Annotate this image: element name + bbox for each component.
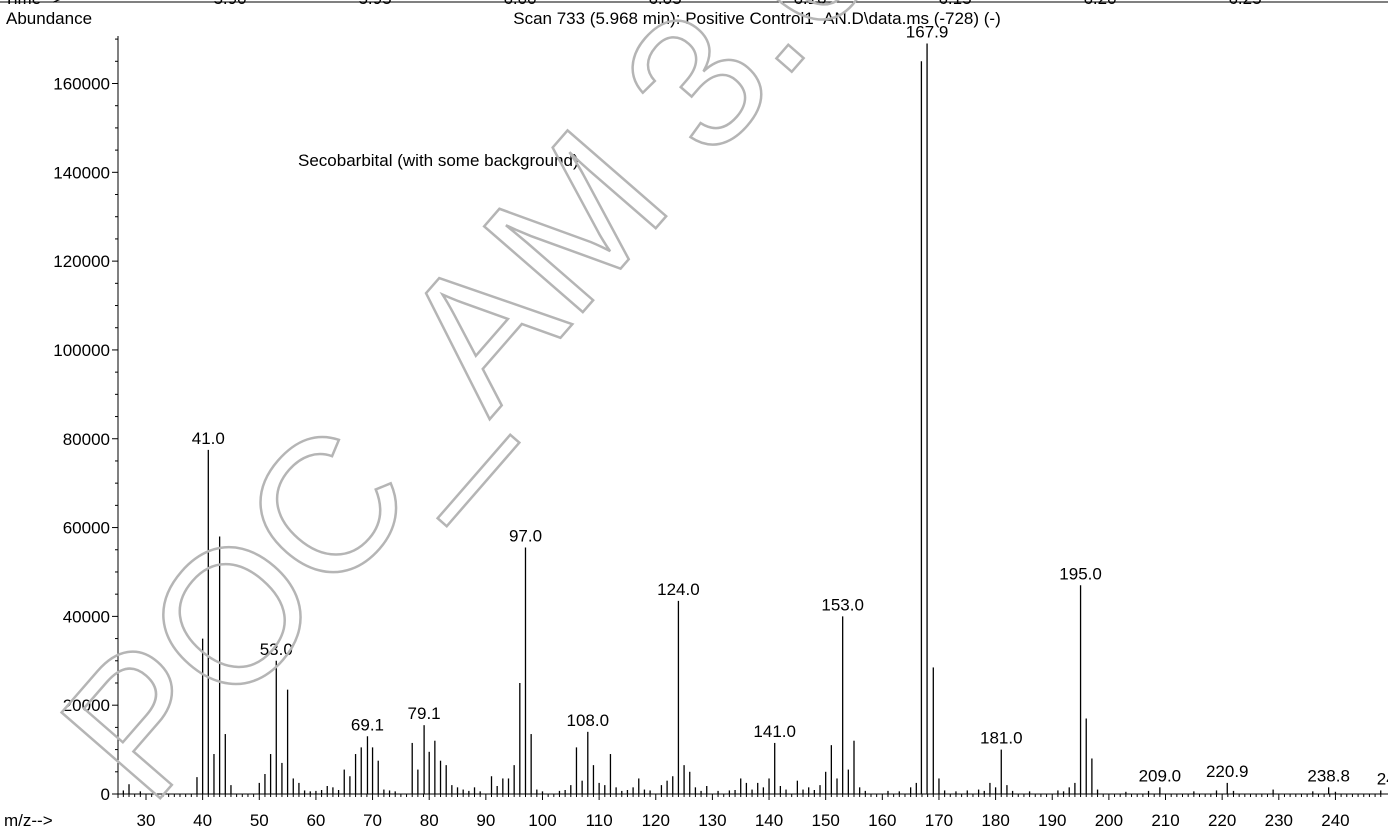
x-tick-label: 200	[1095, 811, 1123, 830]
x-tick-label: 30	[137, 811, 156, 830]
peak-label: 108.0	[567, 711, 610, 730]
x-tick-label: 70	[363, 811, 382, 830]
y-tick-label: 20000	[63, 696, 110, 715]
y-tick-label: 120000	[53, 252, 110, 271]
x-tick-label: 110	[586, 811, 613, 830]
peak-label: 79.1	[408, 704, 441, 723]
time-tick-label: 6.20	[1083, 0, 1116, 8]
x-tick-label: 220	[1208, 811, 1236, 830]
peak-label: 153.0	[821, 595, 864, 614]
x-axis-label: m/z-->	[4, 811, 53, 830]
x-tick-label: 180	[981, 811, 1009, 830]
peak-label: 41.0	[192, 429, 225, 448]
peak-label: 248	[1377, 769, 1388, 788]
peak-label: 167.9	[906, 23, 949, 42]
y-tick-label: 60000	[63, 519, 110, 538]
time-tick-label: 6.05	[648, 0, 681, 8]
time-tick-label: 5.95	[358, 0, 391, 8]
peak-labels: 41.0 53.0 69.1 79.1 97.0 108.0 124.0 141.0 153.0…	[192, 23, 1388, 789]
x-tick-label: 90	[476, 811, 495, 830]
x-tick-label: 140	[755, 811, 783, 830]
time-tick-label: 6.25	[1228, 0, 1261, 8]
peak-label: 97.0	[509, 527, 542, 546]
peak-label: 238.8	[1307, 766, 1350, 785]
x-tick-label: 240	[1321, 811, 1349, 830]
x-tick-label: 50	[250, 811, 269, 830]
y-tick-label: 80000	[63, 430, 110, 449]
y-tick-label: 140000	[53, 163, 110, 182]
compound-annotation: Secobarbital (with some background)	[298, 151, 579, 170]
peak-label: 181.0	[980, 729, 1023, 748]
y-axis-ticks: 0 20000 40000 60000 80000 100000 120000 140000 1…	[53, 38, 118, 804]
y-tick-label: 160000	[53, 75, 110, 94]
peak-bars	[122, 43, 1382, 794]
y-tick-label: 100000	[53, 341, 110, 360]
peak-label: 220.9	[1206, 762, 1249, 781]
time-tick-label: 6.10	[793, 0, 826, 8]
time-axis-label: Time-->	[4, 0, 62, 8]
peak-label: 141.0	[753, 722, 796, 741]
time-axis-strip: Time-->	[4, 0, 62, 8]
time-axis-ticks: 5.90 5.95 6.00 6.05 6.10 6.15 6.20 6.25	[0, 0, 1388, 8]
x-tick-label: 100	[528, 811, 556, 830]
x-tick-label: 230	[1265, 811, 1293, 830]
y-tick-label: 40000	[63, 607, 110, 626]
x-tick-label: 40	[193, 811, 212, 830]
time-tick-label: 6.00	[503, 0, 536, 8]
x-axis-ticks: 30 40 50 60 70 80 90 100 110 120 130 140 150 160 170 18…	[122, 794, 1382, 830]
x-tick-label: 130	[698, 811, 726, 830]
y-axis-label: Abundance	[6, 9, 92, 28]
peak-label: 124.0	[657, 580, 700, 599]
y-tick-label: 0	[101, 785, 110, 804]
peak-label: 195.0	[1059, 564, 1102, 583]
time-tick-label: 6.15	[938, 0, 971, 8]
x-tick-label: 150	[811, 811, 839, 830]
x-tick-label: 190	[1038, 811, 1066, 830]
x-tick-label: 210	[1151, 811, 1179, 830]
x-tick-label: 80	[420, 811, 439, 830]
peak-label: 69.1	[351, 715, 384, 734]
peak-label: 53.0	[260, 640, 293, 659]
x-tick-label: 170	[925, 811, 953, 830]
time-tick-label: 5.90	[213, 0, 246, 8]
x-tick-label: 60	[306, 811, 325, 830]
peak-label: 209.0	[1139, 766, 1182, 785]
x-tick-label: 160	[868, 811, 896, 830]
chart-title: Scan 733 (5.968 min): Positive Control1-…	[513, 9, 1001, 28]
x-tick-label: 120	[642, 811, 670, 830]
